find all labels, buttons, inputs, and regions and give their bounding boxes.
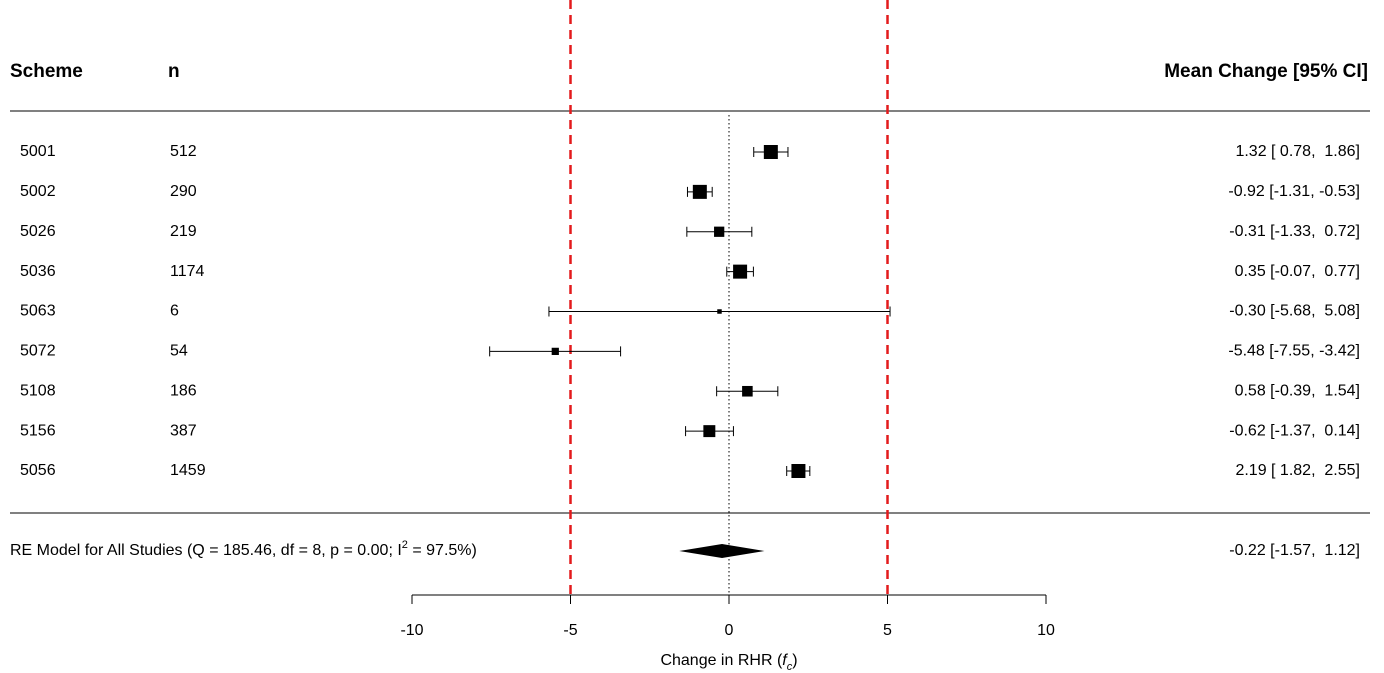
estimate-label: -0.62 [-1.37, 0.14]: [1229, 422, 1360, 439]
point-estimate: [692, 184, 707, 199]
estimate-label: -0.92 [-1.31, -0.53]: [1228, 183, 1360, 200]
estimate-label: 0.58 [-0.39, 1.54]: [1235, 382, 1360, 399]
x-axis-title: Change in RHR (fc): [660, 652, 797, 673]
estimate-label: -0.31 [-1.33, 0.72]: [1229, 223, 1360, 240]
x-tick-label: 10: [1037, 622, 1055, 639]
scheme-label: 5036: [20, 263, 56, 280]
summary-label-part: RE Model for All Studies (Q = 185.46, df…: [10, 542, 402, 559]
point-estimate: [733, 264, 748, 279]
point-estimate: [714, 226, 725, 237]
n-label: 290: [170, 183, 197, 200]
x-tick-label: 5: [883, 622, 892, 639]
summary-label: RE Model for All Studies (Q = 185.46, df…: [10, 539, 477, 559]
estimate-label: 0.35 [-0.07, 0.77]: [1235, 263, 1360, 280]
n-label: 186: [170, 382, 197, 399]
summary-estimate-label: -0.22 [-1.57, 1.12]: [1229, 542, 1360, 559]
summary-label-part: = 97.5%): [408, 542, 477, 559]
estimate-label: -0.30 [-5.68, 5.08]: [1229, 303, 1360, 320]
x-tick-label: 0: [725, 622, 734, 639]
n-label: 387: [170, 422, 197, 439]
estimate-label: 2.19 [ 1.82, 2.55]: [1235, 462, 1360, 479]
point-estimate: [551, 347, 559, 355]
x-axis-title-part: f: [782, 652, 788, 669]
scheme-label: 5001: [20, 143, 56, 160]
n-label: 6: [170, 303, 179, 320]
scheme-label: 5156: [20, 422, 56, 439]
point-estimate: [717, 309, 722, 314]
scheme-label: 5108: [20, 382, 56, 399]
point-estimate: [703, 425, 716, 438]
point-estimate: [742, 385, 753, 397]
x-tick-label: -10: [400, 622, 423, 639]
point-estimate: [763, 145, 778, 159]
scheme-label: 5056: [20, 462, 56, 479]
summary-label-part: 2: [402, 539, 408, 551]
header-n: n: [168, 61, 180, 82]
n-label: 512: [170, 143, 197, 160]
estimate-label: -5.48 [-7.55, -3.42]: [1228, 343, 1360, 360]
point-estimate: [791, 464, 806, 478]
x-axis-title-part: c: [787, 661, 793, 673]
n-label: 1459: [170, 462, 206, 479]
x-axis-title-part: ): [792, 652, 797, 669]
scheme-label: 5063: [20, 303, 56, 320]
scheme-label: 5026: [20, 223, 56, 240]
summary-diamond: [679, 544, 765, 558]
n-label: 219: [170, 223, 197, 240]
scheme-label: 5002: [20, 183, 56, 200]
n-label: 54: [170, 343, 188, 360]
header-estimate: Mean Change [95% CI]: [1164, 61, 1368, 82]
header-scheme: Scheme: [10, 61, 83, 82]
scheme-label: 5072: [20, 343, 56, 360]
n-label: 1174: [170, 263, 205, 280]
estimate-label: 1.32 [ 0.78, 1.86]: [1235, 143, 1360, 160]
x-tick-label: -5: [563, 622, 577, 639]
x-axis-title-part: Change in RHR (: [660, 652, 783, 669]
